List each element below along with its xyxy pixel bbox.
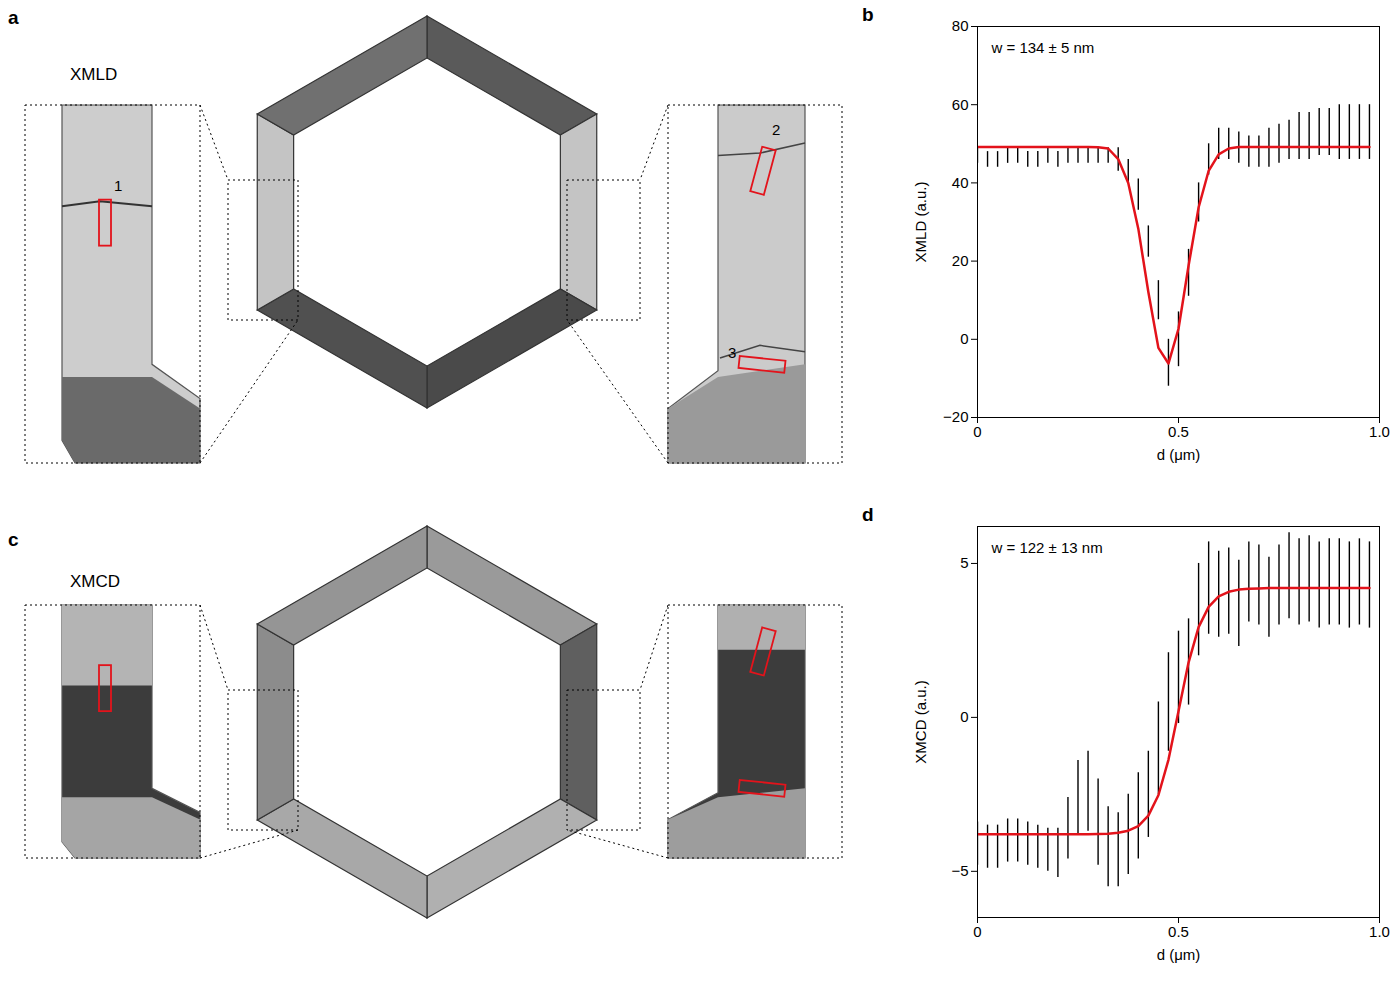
svg-text:−20: −20 (943, 408, 968, 425)
svg-text:XMCD: XMCD (70, 572, 120, 591)
svg-text:0.5: 0.5 (1168, 923, 1189, 940)
svg-text:0: 0 (973, 923, 981, 940)
svg-text:d (μm): d (μm) (1157, 946, 1201, 963)
svg-text:−5: −5 (951, 862, 968, 879)
svg-text:w = 134 ± 5 nm: w = 134 ± 5 nm (991, 39, 1095, 56)
svg-text:c: c (8, 529, 19, 550)
html-text:b: b (862, 4, 874, 25)
svg-text:60: 60 (952, 96, 969, 113)
svg-text:40: 40 (952, 174, 969, 191)
svg-text:1: 1 (114, 177, 122, 194)
svg-text:0: 0 (960, 330, 968, 347)
svg-text:w = 122 ± 13 nm: w = 122 ± 13 nm (991, 539, 1103, 556)
svg-text:80: 80 (952, 17, 969, 34)
svg-text:1.0: 1.0 (1369, 423, 1390, 440)
svg-text:0.5: 0.5 (1168, 423, 1189, 440)
svg-text:0: 0 (973, 423, 981, 440)
svg-text:XMLD: XMLD (70, 65, 117, 84)
svg-text:20: 20 (952, 252, 969, 269)
html-text:d: d (862, 504, 874, 525)
svg-text:5: 5 (960, 554, 968, 571)
svg-text:XMLD (a.u.): XMLD (a.u.) (912, 182, 929, 263)
svg-text:a: a (8, 7, 19, 28)
svg-text:0: 0 (960, 708, 968, 725)
svg-text:d (μm): d (μm) (1157, 446, 1201, 463)
svg-text:XMCD (a.u.): XMCD (a.u.) (912, 680, 929, 763)
svg-text:1.0: 1.0 (1369, 923, 1390, 940)
svg-text:2: 2 (772, 121, 780, 138)
svg-text:3: 3 (728, 344, 736, 361)
